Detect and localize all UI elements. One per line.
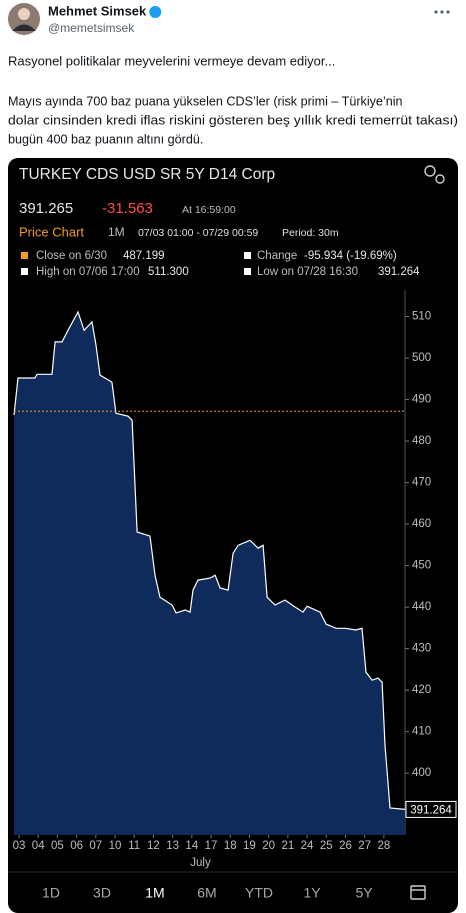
x-tick-label: 26	[339, 840, 352, 852]
stat-value: 511.300	[148, 266, 189, 278]
x-tick-label: 25	[320, 840, 333, 852]
stat-label: Change	[257, 250, 297, 262]
x-tick-label: 04	[32, 840, 45, 852]
range-button[interactable]: 1D	[42, 885, 60, 901]
y-tick-label: 450	[412, 560, 431, 572]
y-tick-label: 480	[412, 435, 431, 447]
y-tick-label: 500	[412, 352, 431, 364]
range-button[interactable]: 3D	[93, 885, 111, 901]
tweet-text: Rasyonel politikalar meyvelerini vermeye…	[8, 53, 335, 68]
x-tick-label: 14	[185, 840, 198, 852]
y-tick-label: 460	[412, 518, 431, 530]
tweet-text: dolar cinsinden kredi iflas riskini göst…	[8, 113, 458, 127]
last-price: 391.265	[19, 200, 73, 217]
date-range: 07/03 01:00 - 07/29 00:59	[138, 227, 258, 239]
legend-swatch	[244, 268, 251, 275]
period: Period: 30m	[282, 227, 339, 239]
author-name[interactable]: Mehmet Simsek	[48, 3, 147, 18]
x-tick-label: 06	[70, 840, 83, 852]
x-tick-label: 21	[281, 840, 294, 852]
x-tick-label: 27	[358, 840, 371, 852]
x-tick-label: 11	[128, 840, 140, 852]
stat-value: 487.199	[123, 250, 165, 262]
x-tick-label: 24	[301, 840, 314, 852]
avatar-face	[18, 8, 30, 20]
x-tick-label: 12	[147, 840, 160, 852]
range-button[interactable]: 5Y	[355, 885, 373, 901]
x-axis-label: July	[190, 857, 211, 869]
y-tick-label: 490	[412, 394, 431, 406]
x-tick-label: 03	[13, 840, 26, 852]
stat-label: Low on 07/28 16:30	[257, 266, 358, 278]
y-tick-label: 470	[412, 477, 431, 489]
legend-swatch	[244, 252, 251, 259]
range-buttons: 1D 3D 1M 6M YTD 1Y 5Y	[42, 885, 373, 901]
y-tick-label: 430	[412, 643, 431, 655]
verified-badge	[149, 6, 162, 18]
x-tick-label: 19	[243, 840, 256, 852]
range-button[interactable]: YTD	[245, 885, 273, 901]
last-value-box	[405, 800, 457, 818]
settings-icon[interactable]	[424, 165, 445, 184]
tweet-text: Mayıs ayında 700 baz puana yükselen CDS’…	[8, 94, 403, 108]
more-menu[interactable]	[434, 10, 450, 14]
price-change: -31.563	[102, 200, 153, 217]
last-value-label: 391.264	[410, 804, 452, 816]
plot: 400 410 420 430 440 450 460 470 480 490 500 510 391.…	[13, 290, 457, 869]
avatar-body	[12, 24, 36, 31]
y-tick-label: 400	[412, 767, 431, 779]
legend-swatch	[21, 252, 28, 259]
x-tick-label: 13	[166, 840, 179, 852]
x-tick-label: 17	[205, 840, 218, 852]
area	[14, 312, 405, 835]
y-tick-label: 440	[412, 601, 431, 613]
range-button[interactable]: 6M	[197, 885, 216, 901]
x-tick-label: 10	[109, 840, 122, 852]
x-tick-label: 28	[377, 840, 390, 852]
price-time: At 16:59:00	[182, 204, 236, 216]
line	[13, 310, 406, 810]
y-tick-label: 420	[412, 684, 431, 696]
y-tick-label: 510	[412, 311, 431, 323]
legend-swatch	[21, 268, 28, 275]
tweet-text: bugün 400 baz puanın altını gördü.	[8, 132, 203, 146]
stat-label: High on 07/06 17:00	[36, 266, 140, 278]
author-handle[interactable]: @memetsimsek	[48, 21, 135, 35]
x-tick-label: 07	[89, 840, 102, 852]
x-tick-label: 20	[262, 840, 275, 852]
stat-value: -95.934 (-19.69%)	[304, 250, 397, 262]
stat-label: Close on 6/30	[36, 250, 107, 262]
x-tick-label: 05	[51, 840, 64, 852]
x-tick-label: 18	[224, 840, 237, 852]
chart-title: TURKEY CDS USD SR 5Y D14 Corp	[19, 166, 275, 183]
range-button[interactable]: 1M	[145, 885, 164, 901]
calendar-icon[interactable]	[410, 885, 426, 900]
chart-label: Price Chart	[19, 224, 84, 239]
y-tick-label: 410	[412, 726, 431, 738]
period-button: 1M	[108, 225, 125, 239]
range-button[interactable]: 1Y	[303, 885, 321, 901]
stat-value: 391.264	[378, 266, 420, 278]
